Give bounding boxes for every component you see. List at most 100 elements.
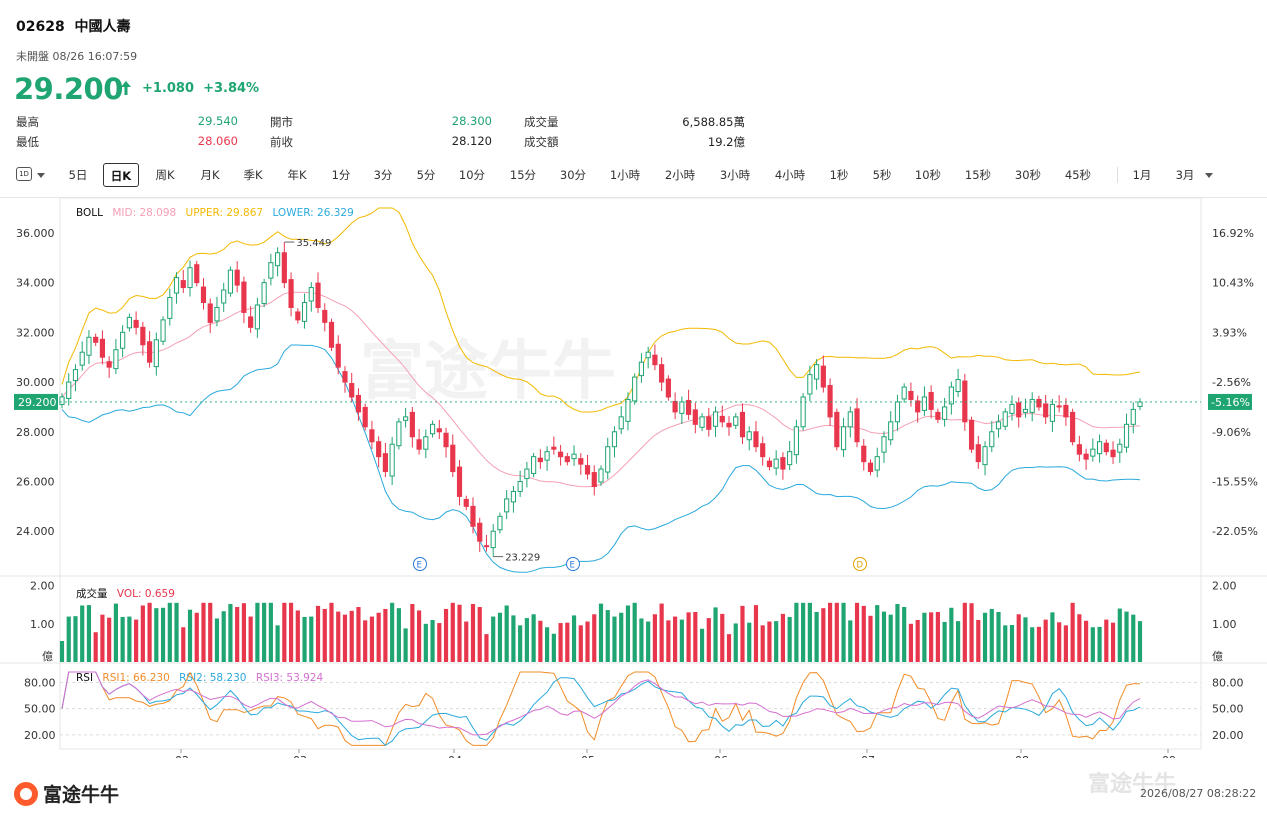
watermark-logo: 富途牛牛 xyxy=(1088,772,1177,797)
candle-body xyxy=(409,411,415,438)
candle-body xyxy=(355,394,362,413)
volume-bar xyxy=(949,607,954,662)
volume-bar xyxy=(403,628,408,662)
volume-bar xyxy=(1057,622,1062,662)
plot-frame xyxy=(59,198,1202,750)
candle-body xyxy=(719,415,725,423)
volume-bar xyxy=(383,608,388,662)
period-tab-9[interactable]: 10分 xyxy=(458,168,486,182)
candle-body xyxy=(146,341,153,363)
period-dropdown-chevron-icon[interactable] xyxy=(37,173,45,178)
volume-bar xyxy=(875,605,880,662)
current-price-badge xyxy=(14,393,58,410)
period-tab-15[interactable]: 4小時 xyxy=(774,168,806,182)
period-tab-22[interactable]: 1月 xyxy=(1132,168,1152,182)
period-tab-6[interactable]: 1分 xyxy=(331,168,351,182)
period-tab-17[interactable]: 5秒 xyxy=(872,168,892,182)
candle-body xyxy=(315,282,321,308)
volume-bar xyxy=(767,621,772,662)
volume-title: 成交量 xyxy=(76,588,108,600)
period-tab-0[interactable]: 5日 xyxy=(68,168,88,182)
candle-body xyxy=(524,468,530,480)
period-tab-21[interactable]: 45秒 xyxy=(1064,168,1092,182)
period-tab-18[interactable]: 10秒 xyxy=(914,168,942,182)
candle-body xyxy=(894,401,901,423)
more-periods-chevron-icon[interactable] xyxy=(1205,173,1213,178)
candle-body xyxy=(497,515,503,531)
rsi-tick-label: 80.00 xyxy=(24,676,56,689)
rsi1-value: RSI1: 66.230 xyxy=(102,672,170,684)
period-tab-12[interactable]: 1小時 xyxy=(609,168,641,182)
x-tick-label: 05 xyxy=(581,754,595,758)
candle-body xyxy=(140,326,146,346)
period-tab-20[interactable]: 30秒 xyxy=(1014,168,1042,182)
stat-low-label: 最低 xyxy=(16,135,39,149)
volume-bar xyxy=(315,605,321,662)
volume-bar xyxy=(504,605,509,662)
period-tab-14[interactable]: 3小時 xyxy=(719,168,751,182)
volume-bar xyxy=(598,603,604,662)
volume-bar xyxy=(1009,624,1015,662)
candle-body xyxy=(483,545,490,548)
candle-body xyxy=(1090,448,1096,457)
candle-body xyxy=(1049,403,1056,422)
candle-body xyxy=(254,304,260,330)
pct-tick-label: -22.05% xyxy=(1212,525,1258,538)
candle-body xyxy=(268,262,274,279)
candle-body xyxy=(968,419,975,450)
event-marker-icon xyxy=(413,557,427,571)
period-tab-11[interactable]: 30分 xyxy=(559,168,587,182)
volume-bar xyxy=(93,632,98,662)
period-tab-4[interactable]: 季K xyxy=(243,168,263,182)
period-tab-3[interactable]: 月K xyxy=(200,168,220,182)
period-icon[interactable]: 1D xyxy=(16,167,32,181)
candle-body xyxy=(66,381,72,399)
period-tab-23[interactable]: 3月 xyxy=(1175,168,1195,182)
candle-body xyxy=(1036,398,1042,408)
candle-body xyxy=(591,472,597,487)
pct-tick-label: -2.56% xyxy=(1212,376,1251,389)
candle-body xyxy=(840,426,847,451)
volume-bar xyxy=(787,616,792,662)
y-tick-label: 24.000 xyxy=(16,525,55,538)
candle-body xyxy=(227,269,234,294)
period-tab-5[interactable]: 年K xyxy=(287,168,307,182)
period-tab-19[interactable]: 15秒 xyxy=(964,168,992,182)
candle-body xyxy=(787,451,793,466)
y-tick-label: 26.000 xyxy=(16,476,55,489)
x-tick-label: 09 xyxy=(1162,754,1176,758)
volume-bar xyxy=(585,621,590,662)
period-tab-7[interactable]: 3分 xyxy=(373,168,393,182)
volume-bar xyxy=(955,621,961,662)
stat-volume-value: 6,588.85萬 xyxy=(682,115,745,129)
volume-bar xyxy=(1104,619,1109,662)
volume-bar xyxy=(423,623,428,662)
volume-bar xyxy=(1036,626,1042,662)
candlestick-chart[interactable]: 富途牛牛 36.000 16.92% 34.000 10.43% 32.000 3.93% 3… xyxy=(0,198,1267,758)
volume-bar xyxy=(659,603,664,662)
volume-tick-label: 2.00 xyxy=(30,580,55,593)
period-tab-8[interactable]: 5分 xyxy=(416,168,436,182)
candle-body xyxy=(281,252,287,284)
period-tab-13[interactable]: 2小時 xyxy=(664,168,696,182)
volume-bar xyxy=(726,634,732,662)
volume-bar xyxy=(309,616,314,662)
period-tab-16[interactable]: 1秒 xyxy=(829,168,849,182)
volume-bar xyxy=(221,611,226,662)
volume-bar xyxy=(167,602,172,662)
change-percent: +3.84% xyxy=(203,81,260,96)
volume-bar xyxy=(127,616,132,662)
boll-lower: LOWER: 26.329 xyxy=(272,207,354,219)
period-tab-10[interactable]: 15分 xyxy=(509,168,537,182)
volume-bar xyxy=(154,608,159,662)
pct-tick-label: 10.43% xyxy=(1212,277,1254,290)
candle-body xyxy=(160,319,166,342)
volume-bar xyxy=(369,616,375,662)
period-tab-2[interactable]: 周K xyxy=(155,168,175,182)
high-annotation: 35.449 xyxy=(296,238,331,249)
up-arrow-icon xyxy=(121,81,131,95)
y-tick-label: 28.000 xyxy=(16,426,55,439)
volume-bar xyxy=(619,612,624,662)
candle-body xyxy=(113,349,119,370)
period-tab-1[interactable]: 日K xyxy=(103,163,139,187)
